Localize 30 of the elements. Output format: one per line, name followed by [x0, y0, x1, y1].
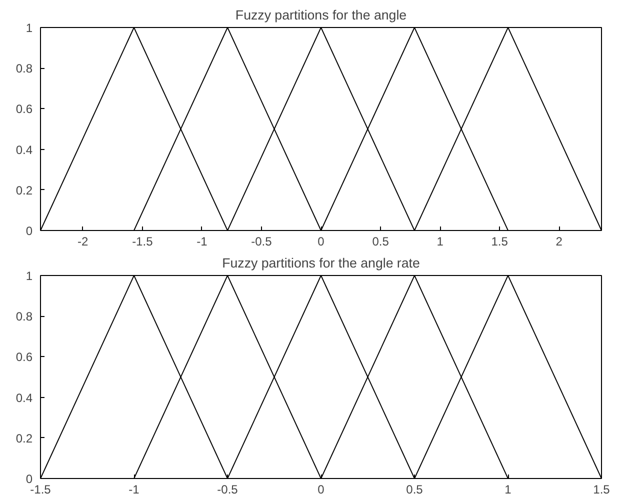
y-tick-label: 0.4 — [16, 142, 33, 157]
y-tick-label: 1 — [26, 21, 33, 35]
y-tick-label: 0.4 — [16, 390, 33, 405]
y-tick-label: 0 — [26, 472, 33, 486]
x-tick-label: 0 — [318, 234, 325, 248]
x-tick-label: -1 — [128, 482, 140, 496]
x-tick-label: 2 — [556, 234, 563, 248]
y-tick-label: 0.2 — [16, 431, 33, 446]
x-tick-label: 1.5 — [491, 234, 508, 248]
y-tick-label: 1 — [26, 269, 33, 283]
chart-title: Fuzzy partitions for the angle — [235, 8, 407, 22]
x-tick-label: 1 — [504, 482, 512, 496]
x-tick-label: 0.5 — [372, 234, 390, 248]
y-tick-label: 0.8 — [16, 310, 33, 324]
x-tick-label: -1.5 — [132, 234, 154, 248]
chart-title: Fuzzy partitions for the angle rate — [222, 256, 420, 270]
x-tick-label: -2 — [78, 234, 89, 248]
x-tick-label: -0.5 — [217, 482, 238, 496]
x-tick-label: -1.5 — [30, 482, 52, 496]
x-tick-label: 1.5 — [593, 482, 610, 496]
y-tick-label: 0.6 — [16, 350, 33, 364]
x-tick-label: 1 — [436, 234, 444, 248]
y-tick-label: 0 — [26, 224, 33, 238]
x-tick-label: -0.5 — [251, 234, 272, 248]
y-tick-label: 0.2 — [16, 183, 33, 198]
x-tick-label: 0.5 — [406, 482, 424, 496]
y-tick-label: 0.6 — [16, 102, 33, 116]
x-tick-label: -1 — [196, 234, 208, 248]
y-tick-label: 0.8 — [16, 62, 33, 76]
x-tick-label: 0 — [318, 482, 325, 496]
